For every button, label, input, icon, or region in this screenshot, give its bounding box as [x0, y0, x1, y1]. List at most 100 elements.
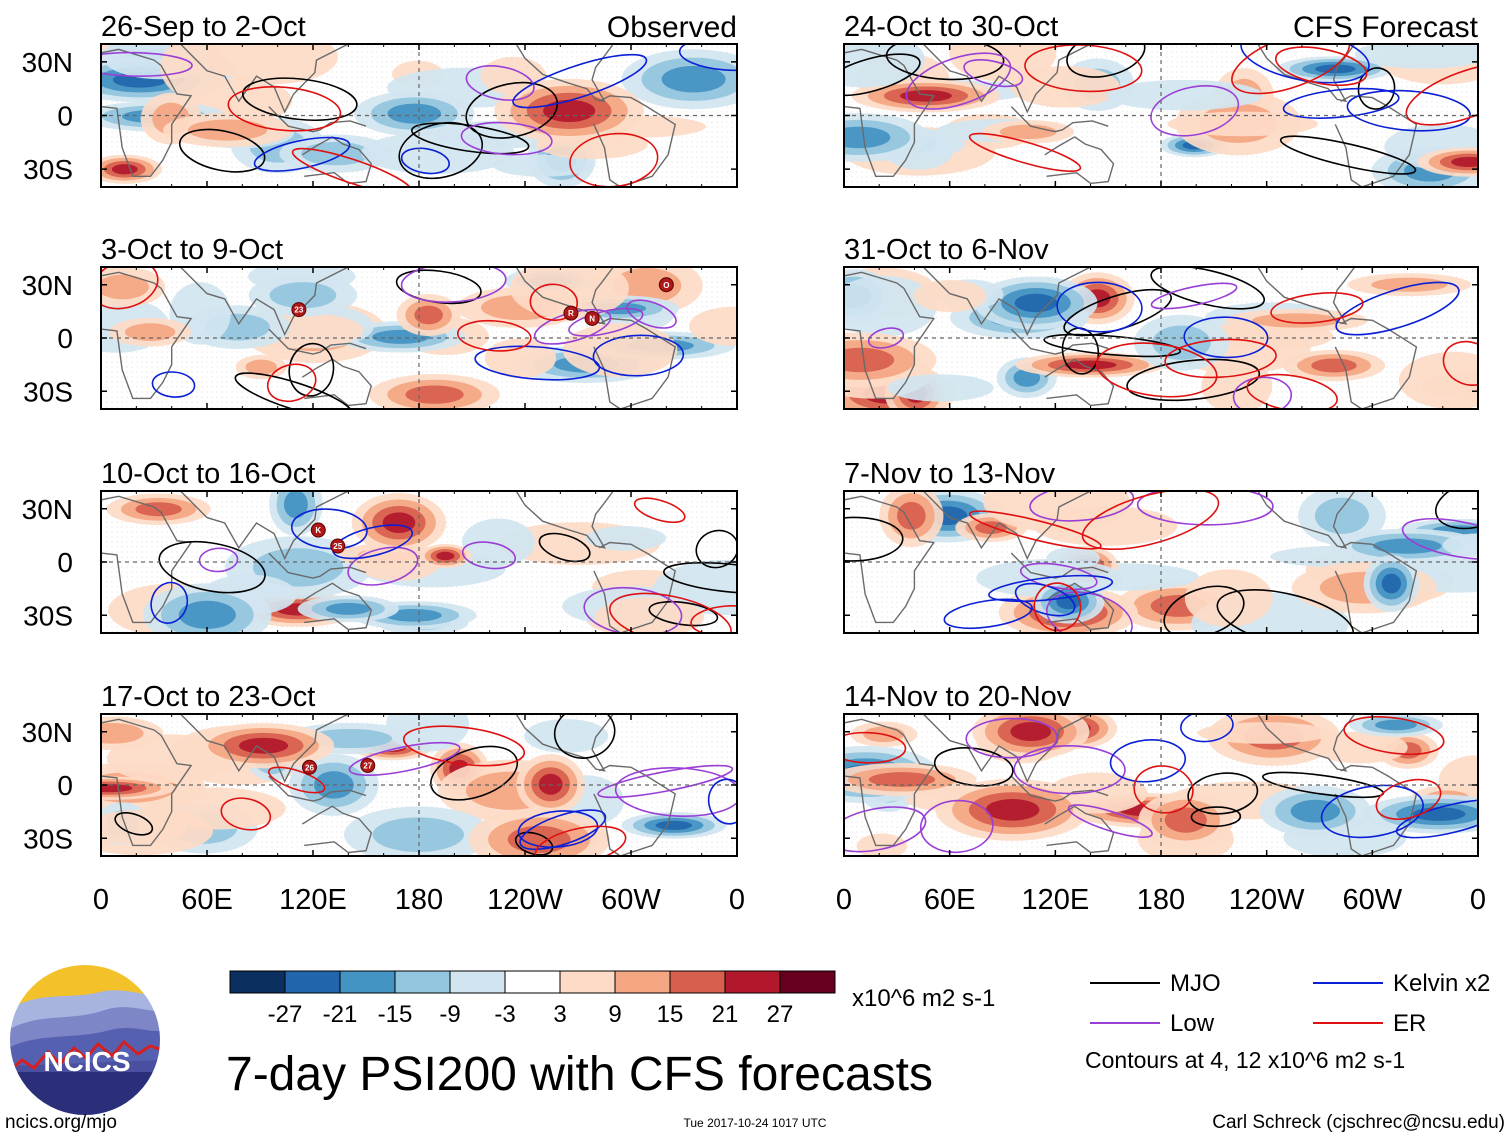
contour-er — [1274, 46, 1368, 87]
anomaly-shading — [689, 306, 737, 346]
contour-mjo — [648, 600, 719, 627]
coastline — [1010, 106, 1109, 133]
contour-er — [267, 766, 326, 794]
panel-5: 24-Oct to 30-Oct — [843, 11, 1479, 188]
contour-er — [529, 283, 579, 321]
contour-low — [1150, 85, 1240, 137]
anomaly-shading — [661, 65, 726, 93]
panel-1: 30N 0 30S 26-Sep to 2-Oct — [22, 11, 738, 188]
contour-low — [1013, 744, 1126, 795]
anomaly-shading — [844, 347, 895, 373]
panel-8: 14-Nov to 20-Nov 0 60E 120E 180 120W 60W 0 — [836, 681, 1486, 916]
anomaly-shading — [844, 126, 891, 149]
anomaly-shading — [101, 784, 133, 793]
y-tick-label: 30S — [23, 154, 73, 185]
contour-low — [626, 299, 677, 329]
contour-mjo — [1061, 327, 1100, 375]
anomaly-shading — [208, 44, 338, 85]
coastline — [268, 552, 367, 579]
coastline — [101, 718, 193, 847]
storm-marker: N — [584, 310, 600, 326]
contour-mjo — [1190, 806, 1242, 828]
contour-kelvin-x2 — [253, 136, 351, 172]
contour-er — [266, 363, 317, 403]
y-tick-label: 0 — [57, 770, 73, 801]
anomaly-shading — [238, 737, 289, 754]
coastline — [1257, 491, 1356, 549]
anomaly-shading — [1184, 569, 1273, 627]
coastline — [1334, 317, 1418, 409]
legend-label: MJO — [1170, 970, 1221, 997]
anomaly-shading — [524, 718, 609, 753]
contour-low — [1136, 491, 1274, 526]
footer-left: ncics.org/mjo — [5, 1112, 117, 1133]
x-tick-label: 0 — [836, 884, 852, 916]
anomaly-shading — [125, 323, 176, 341]
colorbar-label: 15 — [657, 1001, 684, 1028]
colorbar-swatch — [339, 970, 396, 994]
anomaly-shading — [484, 338, 557, 378]
contour-note: Contours at 4, 12 x10^6 m2 s-1 — [1085, 1047, 1405, 1073]
storm-marker: 26 — [301, 759, 317, 775]
contour-low — [867, 327, 905, 349]
colorbar-swatch — [669, 970, 726, 994]
anomaly-shading — [562, 323, 678, 377]
contour-er — [1033, 582, 1082, 632]
coastline — [1044, 136, 1115, 185]
storm-label: N — [589, 314, 595, 323]
anomaly-shading — [493, 154, 595, 177]
y-tick-label: 30N — [22, 47, 73, 78]
x-tick-label: 60W — [1343, 884, 1403, 916]
coastline — [844, 714, 1091, 784]
contour-mjo — [158, 540, 266, 594]
storm-label: R — [568, 309, 574, 318]
coastline — [1010, 328, 1109, 355]
figure-title: 7-day PSI200 with CFS forecasts — [226, 1048, 933, 1101]
contour-er — [1024, 44, 1143, 93]
contour-mjo — [695, 529, 737, 569]
anomaly-shading — [900, 90, 952, 102]
x-tick-label: 120E — [279, 884, 347, 916]
contour-er — [402, 725, 526, 767]
anomaly-shading — [101, 274, 149, 300]
anomaly-shading — [1412, 807, 1466, 821]
y-tick-label: 30N — [22, 270, 73, 301]
contour-low — [461, 541, 517, 570]
coastline — [268, 328, 367, 355]
contour-kelvin-x2 — [400, 147, 450, 175]
panel-title: 7-Nov to 13-Nov — [844, 458, 1056, 490]
anomaly-shading — [868, 772, 936, 787]
storm-label: O — [663, 281, 669, 290]
x-tick-label: 60E — [181, 884, 233, 916]
storm-marker: 23 — [291, 302, 307, 318]
storm-marker: O — [658, 277, 674, 293]
coastline — [101, 48, 193, 177]
contour-kelvin-x2 — [1014, 582, 1076, 617]
anomaly-shading — [897, 501, 926, 530]
legend-label: ER — [1393, 1010, 1426, 1037]
y-tick-label: 30S — [23, 823, 73, 854]
coastline — [101, 495, 193, 624]
colorbar-label: 3 — [553, 1001, 566, 1028]
footer-center: Tue 2017-10-24 1017 UTC — [684, 1116, 827, 1130]
contour-mjo — [553, 714, 616, 759]
contour-er — [968, 132, 1082, 173]
contour-er — [456, 319, 532, 352]
coastline — [1334, 541, 1418, 633]
anomaly-shading — [414, 305, 443, 325]
contour-low — [1232, 376, 1293, 409]
anomaly-shading — [361, 131, 515, 174]
storm-marker: 27 — [360, 757, 376, 773]
panel-2: 23 R N O 30N 0 30S 3-Oct to 9-Oct — [22, 234, 738, 410]
contour-low — [460, 121, 553, 156]
coastline — [515, 491, 614, 549]
colorbar-units: x10^6 m2 s-1 — [852, 985, 995, 1012]
contour-low — [1150, 282, 1238, 310]
colorbar-swatch — [614, 970, 671, 994]
anomaly-shading — [543, 99, 596, 123]
colorbar-swatch — [229, 970, 286, 994]
anomaly-shading — [1375, 719, 1417, 731]
anomaly-shading — [372, 817, 465, 852]
contour-low — [919, 799, 994, 854]
